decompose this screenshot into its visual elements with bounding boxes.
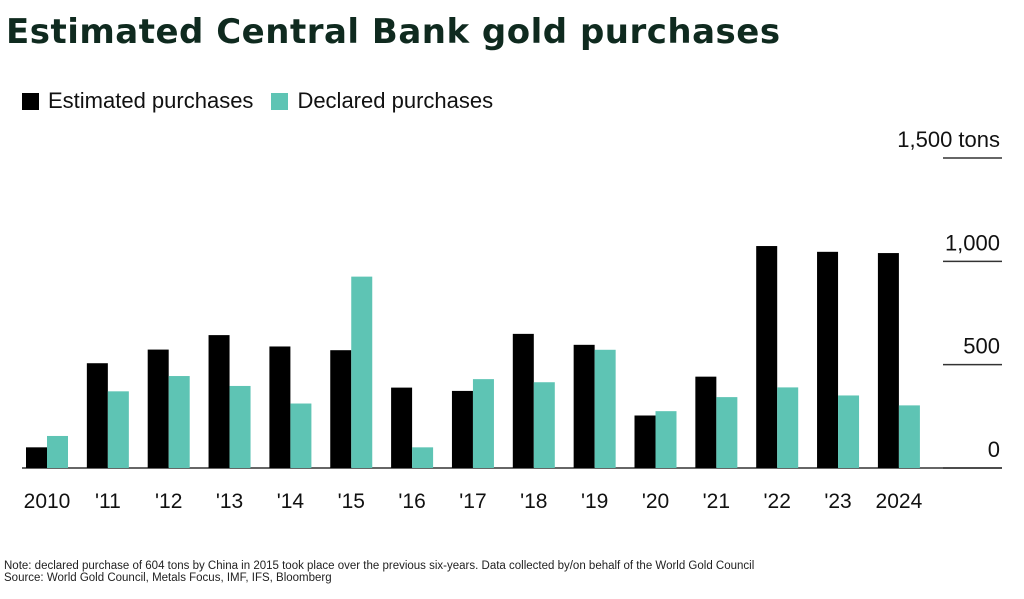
x-tick-label: '19 (581, 490, 608, 513)
x-tick-label: '22 (764, 490, 791, 513)
bar-declared-1 (107, 391, 129, 468)
bar-estimated-8 (512, 333, 534, 468)
y-tick-label: 1,500 tons (897, 127, 1000, 152)
x-tick-label: '13 (216, 490, 243, 513)
bar-declared-6 (412, 447, 434, 468)
note-text: Note: declared purchase of 604 tons by C… (4, 560, 755, 572)
legend-item-declared: Declared purchases (271, 88, 493, 114)
bar-estimated-14 (877, 253, 899, 468)
bar-estimated-10 (634, 415, 656, 468)
chart-title: Estimated Central Bank gold purchases (6, 12, 781, 52)
bar-declared-11 (716, 397, 738, 468)
bar-estimated-0 (26, 447, 47, 468)
y-tick-label: 1,000 (945, 230, 1000, 255)
source-text: Source: World Gold Council, Metals Focus… (4, 572, 332, 584)
x-tick-label: '20 (642, 490, 669, 513)
legend-label-estimated: Estimated purchases (48, 88, 254, 113)
bar-declared-0 (47, 435, 68, 468)
x-axis-labels: 2010 '11 '12 '13 '14 '15 '16 '17 '18 '19 '20 '21 '22… (24, 490, 923, 513)
x-tick-label: '14 (277, 490, 305, 513)
bar-declared-10 (655, 411, 677, 468)
y-tick-label: 0 (988, 437, 1000, 462)
bar-estimated-6 (391, 387, 413, 468)
bar-estimated-5 (330, 350, 352, 468)
bar-estimated-12 (756, 246, 778, 468)
bar-estimated-9 (573, 344, 595, 468)
bar-declared-13 (838, 395, 860, 468)
x-tick-label: '11 (95, 490, 121, 513)
x-tick-label: '21 (703, 490, 730, 513)
bar-estimated-13 (817, 251, 839, 468)
legend-swatch-declared (271, 92, 289, 110)
bar-declared-5 (351, 276, 373, 468)
bar-declared-2 (168, 376, 190, 468)
x-tick-label: '16 (398, 490, 425, 513)
notes: Note: declared purchase of 604 tons by C… (4, 560, 754, 584)
bar-estimated-3 (208, 335, 230, 468)
bar-declared-9 (594, 349, 616, 468)
bars (26, 246, 920, 468)
legend-item-estimated: Estimated purchases (22, 88, 253, 114)
y-tick-label: 500 (963, 334, 1000, 359)
bar-estimated-1 (86, 363, 108, 468)
bar-declared-14 (898, 405, 920, 468)
bar-declared-12 (777, 387, 799, 468)
x-tick-label: '17 (459, 490, 486, 513)
bar-estimated-11 (695, 376, 717, 468)
bar-declared-7 (472, 379, 494, 468)
x-tick-label: '18 (520, 490, 547, 513)
x-tick-label: '23 (824, 490, 851, 513)
bar-estimated-7 (451, 390, 473, 468)
bar-declared-3 (229, 385, 251, 468)
x-tick-label: '15 (338, 490, 365, 513)
bar-declared-4 (290, 403, 312, 468)
bar-chart: 2010 '11 '12 '13 '14 '15 '16 '17 '18 '19 '20 '21 '22… (22, 127, 1002, 513)
bar-declared-8 (533, 382, 555, 468)
legend: Estimated purchases Declared purchases (22, 88, 511, 114)
bar-estimated-4 (269, 346, 291, 468)
x-tick-label: 2010 (24, 490, 71, 513)
legend-label-declared: Declared purchases (297, 88, 494, 113)
legend-swatch-estimated (22, 92, 39, 110)
x-tick-label: '12 (155, 490, 182, 513)
x-tick-label: 2024 (876, 490, 923, 513)
y-axis-labels: 0 500 1,000 1,500 tons (897, 127, 1000, 462)
bar-estimated-2 (147, 349, 169, 468)
